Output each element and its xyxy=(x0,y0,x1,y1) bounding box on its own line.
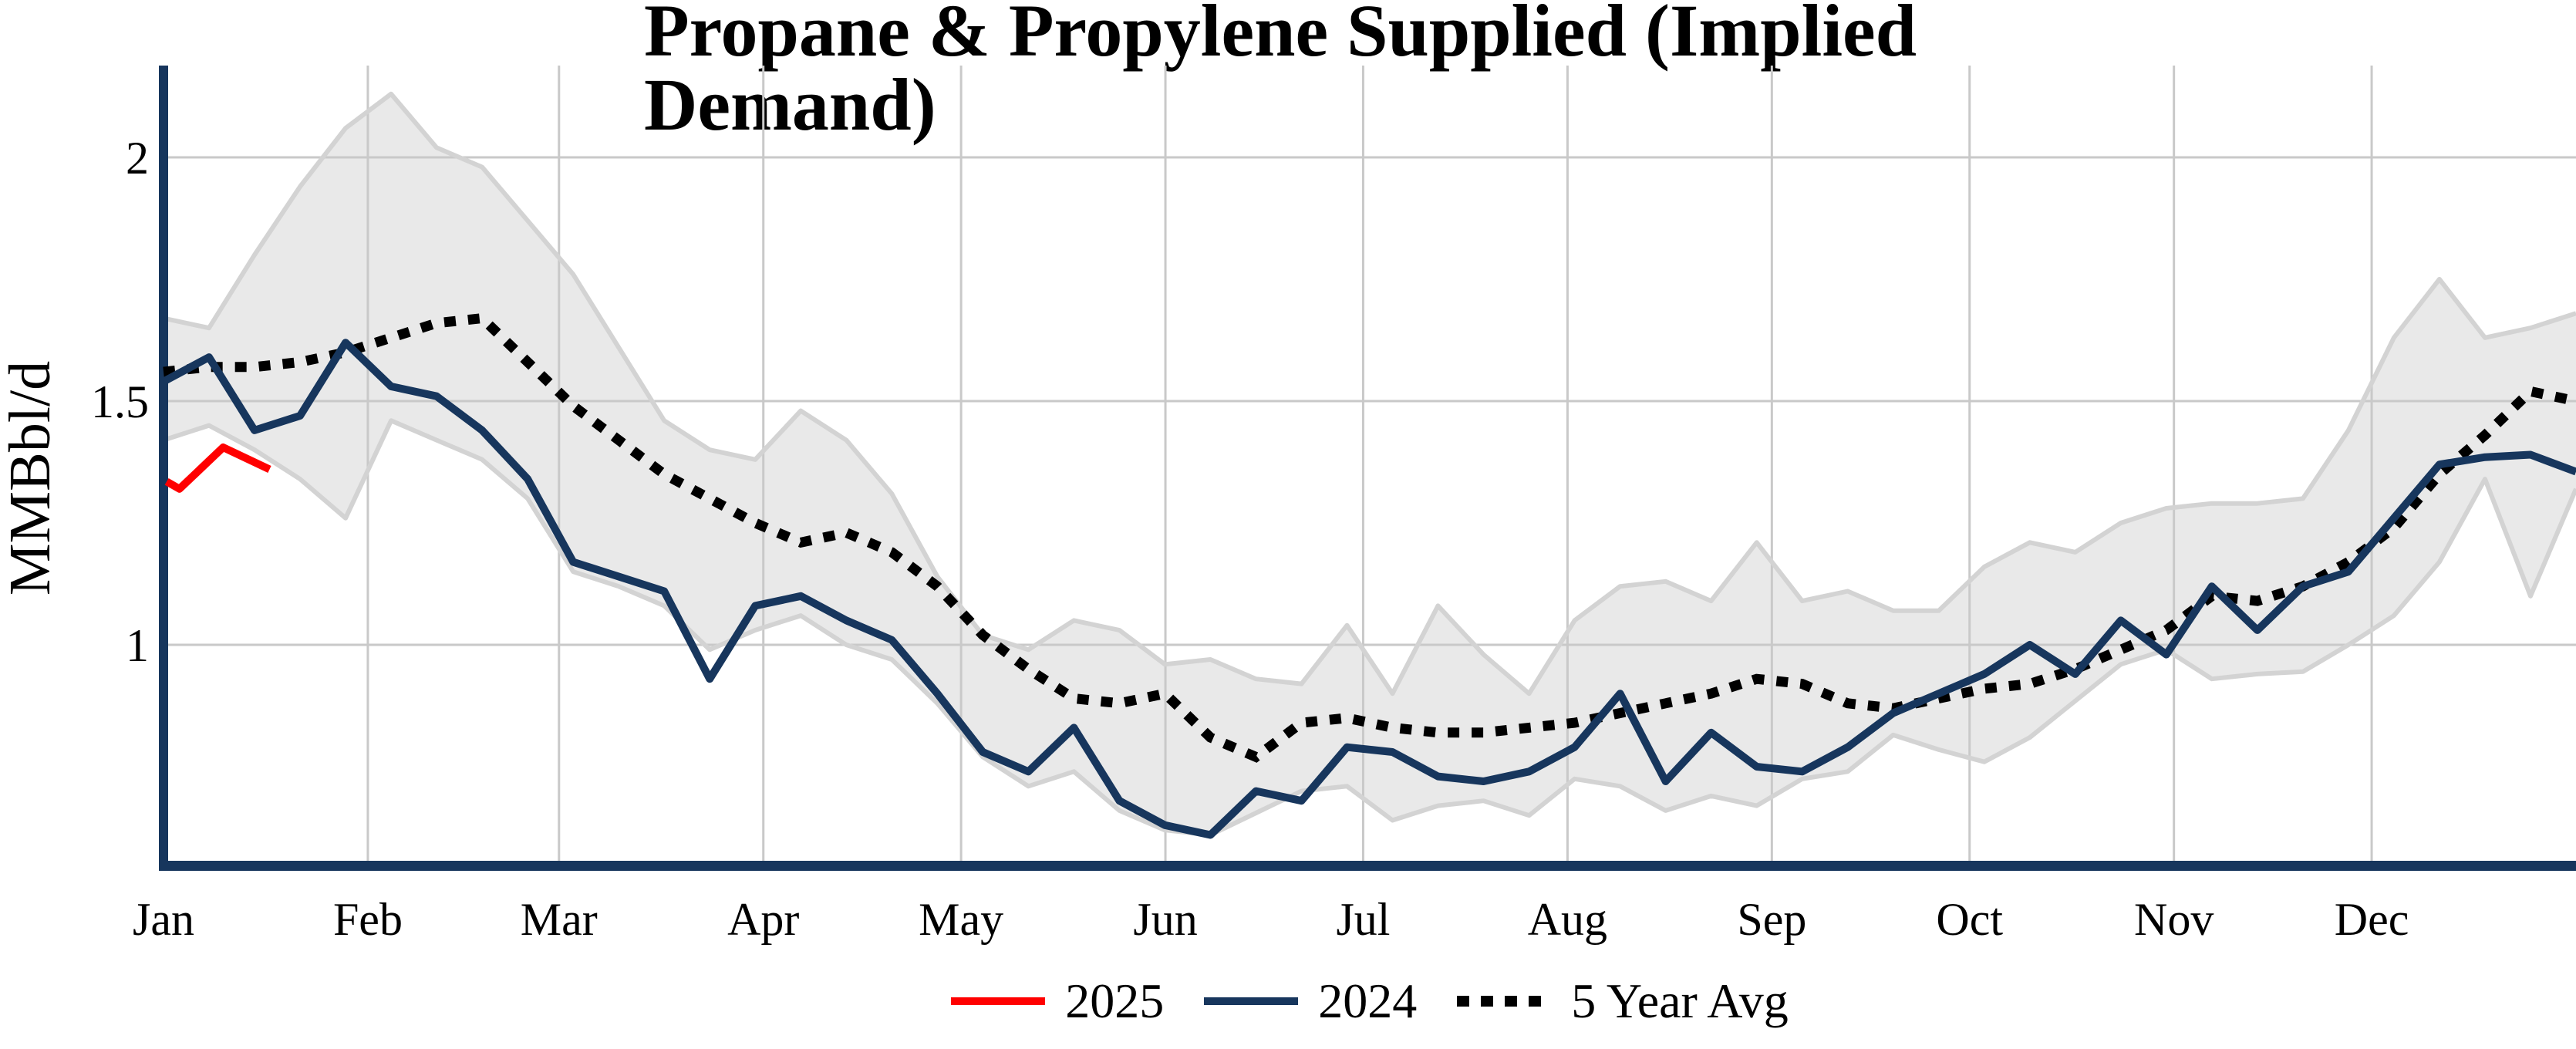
legend-label-2024: 2024 xyxy=(1318,973,1418,1028)
legend-item-5-year-avg: 5 Year Avg xyxy=(1457,976,1789,1026)
x-tick-label: Sep xyxy=(1737,894,1806,945)
x-tick-label: Jun xyxy=(1133,894,1197,945)
legend-label-2025: 2025 xyxy=(1065,973,1165,1028)
chart-title: Propane & Propylene Supplied (Implied De… xyxy=(644,0,1917,146)
y-tick-label: 1 xyxy=(126,620,149,671)
x-tick-label: Feb xyxy=(333,894,403,945)
dotted-line-swatch-icon xyxy=(1457,996,1552,1007)
five-year-range-band xyxy=(164,93,2576,835)
red-line-swatch-icon xyxy=(951,997,1046,1005)
x-tick-label: May xyxy=(919,894,1003,945)
x-tick-label: Mar xyxy=(521,894,598,945)
y-axis-line xyxy=(159,66,168,871)
x-tick-label: Jul xyxy=(1336,894,1390,945)
legend-label-5-year-avg: 5 Year Avg xyxy=(1571,973,1789,1028)
x-tick-label: Oct xyxy=(1936,894,2003,945)
y-tick-label: 2 xyxy=(126,133,149,184)
x-tick-label: Jan xyxy=(133,894,194,945)
x-tick-label: Nov xyxy=(2134,894,2214,945)
legend-item-2024: 2024 xyxy=(1204,976,1417,1026)
line-2025 xyxy=(164,444,271,493)
x-tick-label: Dec xyxy=(2335,894,2409,945)
legend: 2025 2024 5 Year Avg xyxy=(164,966,2576,1037)
y-tick-label: 1.5 xyxy=(91,376,149,427)
band-lower-edge xyxy=(163,418,2576,838)
x-tick-label: Apr xyxy=(727,894,799,945)
band-upper-edge xyxy=(163,91,2576,697)
x-axis-line xyxy=(159,861,2576,871)
five-year-avg-line xyxy=(163,312,2576,763)
navy-line-swatch-icon xyxy=(1204,997,1299,1005)
legend-item-2025: 2025 xyxy=(951,976,1164,1026)
x-tick-label: Aug xyxy=(1528,894,1607,945)
line-2024 xyxy=(161,339,2576,839)
